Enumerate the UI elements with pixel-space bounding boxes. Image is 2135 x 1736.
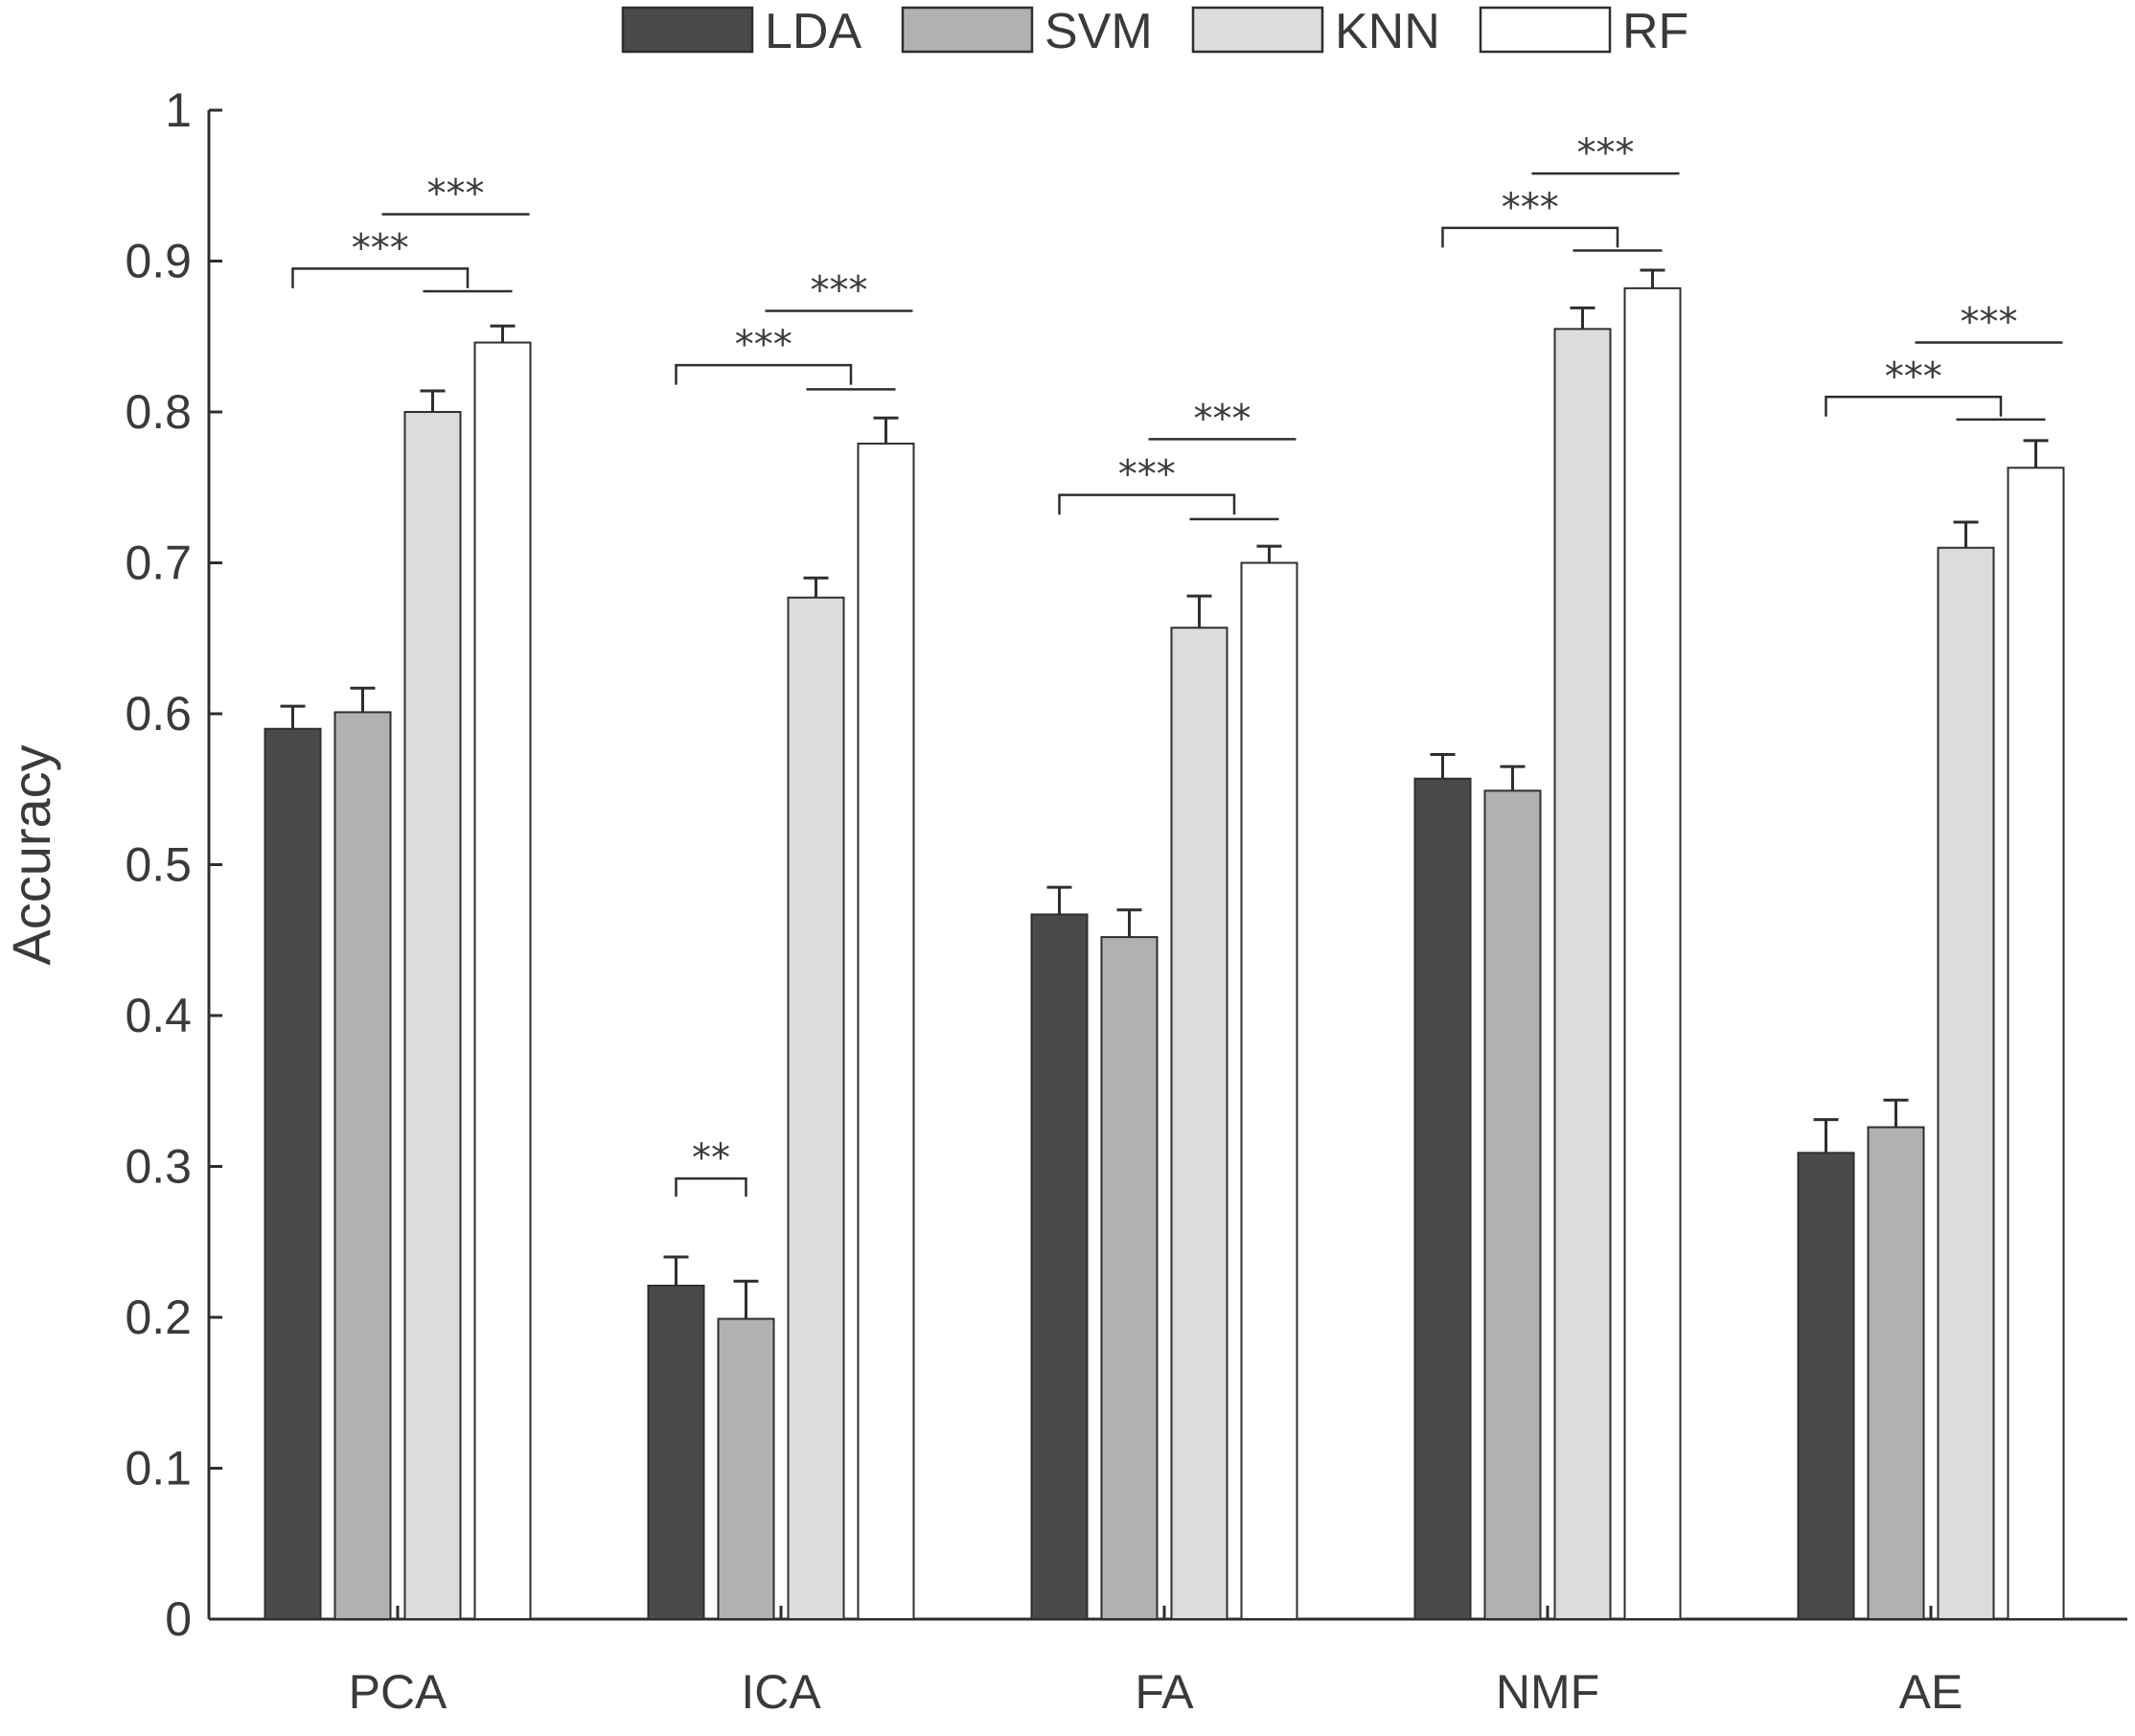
x-tick-label: NMF xyxy=(1496,1665,1599,1719)
y-tick-label: 0.4 xyxy=(125,989,192,1042)
legend-label-svm: SVM xyxy=(1045,4,1153,59)
bars xyxy=(264,268,2065,1621)
y-tick-label: 0.9 xyxy=(125,235,192,288)
y-tick-label: 0.8 xyxy=(125,385,192,439)
bar-svm-ica xyxy=(717,1317,775,1620)
bar-lda-fa xyxy=(1030,913,1089,1620)
y-tick-label: 1 xyxy=(165,83,192,137)
y-tick-label: 0.7 xyxy=(125,537,192,590)
significance-label: *** xyxy=(1577,131,1635,175)
significance-label: *** xyxy=(735,323,792,367)
y-tick-label: 0.5 xyxy=(125,838,192,892)
y-tick-label: 0.2 xyxy=(125,1291,192,1344)
bar-rf-fa xyxy=(1240,561,1298,1620)
y-tick-label: 0.6 xyxy=(125,687,192,741)
significance-bracket xyxy=(675,1176,747,1197)
significance-label: *** xyxy=(1194,397,1251,441)
significance-label: *** xyxy=(1502,186,1559,230)
legend-label-knn: KNN xyxy=(1335,4,1440,59)
significance-label: ** xyxy=(692,1136,730,1180)
significance-label: *** xyxy=(811,268,868,312)
significance-bracket xyxy=(1441,226,1619,248)
bar-lda-ica xyxy=(647,1284,705,1621)
x-tick-label: ICA xyxy=(741,1665,821,1719)
significance-bracket xyxy=(675,363,853,385)
bar-knn-ica xyxy=(787,596,845,1620)
bar-svm-ae xyxy=(1867,1126,1925,1621)
bar-knn-pca xyxy=(403,411,462,1620)
significance-label: *** xyxy=(1961,301,2018,345)
legend-swatch-svm xyxy=(901,6,1034,54)
significance-annotations: ******************************** xyxy=(291,131,2063,1197)
significance-bracket xyxy=(1825,396,2003,417)
bar-rf-ae xyxy=(2007,467,2065,1620)
legend-swatch-knn xyxy=(1191,6,1324,54)
bar-svm-fa xyxy=(1100,936,1159,1620)
significance-label: *** xyxy=(427,172,485,217)
legend-swatch-lda xyxy=(621,6,754,54)
bar-lda-nmf xyxy=(1413,777,1472,1620)
bar-svm-pca xyxy=(333,711,392,1620)
y-tick-label: 0.3 xyxy=(125,1140,192,1194)
bar-rf-nmf xyxy=(1623,286,1682,1621)
legend-swatch-rf xyxy=(1479,6,1612,54)
legend-label-lda: LDA xyxy=(765,4,861,59)
bar-lda-pca xyxy=(264,727,322,1620)
significance-bracket xyxy=(1058,493,1236,515)
bar-svm-nmf xyxy=(1483,789,1542,1620)
axes: 0 0.1 0.2 0.3 0.4 0.5 0.6 0.7 0.8 0.9 1 Accuracy PCA… xyxy=(1,83,2127,1719)
y-tick-label: 0 xyxy=(165,1592,192,1646)
x-tick-label: FA xyxy=(1135,1665,1194,1719)
y-axis-title: Accuracy xyxy=(1,744,61,965)
bar-knn-ae xyxy=(1937,546,1995,1620)
bar-lda-ae xyxy=(1797,1152,1855,1620)
significance-label: *** xyxy=(1118,453,1176,497)
bar-knn-fa xyxy=(1170,627,1228,1620)
legend-label-rf: RF xyxy=(1622,4,1688,59)
x-tick-label: AE xyxy=(1899,1665,1963,1719)
bar-knn-nmf xyxy=(1553,328,1612,1620)
bar-rf-pca xyxy=(473,341,532,1620)
y-tick-label: 0.1 xyxy=(125,1442,192,1496)
significance-label: *** xyxy=(352,226,409,270)
x-tick-label: PCA xyxy=(349,1665,448,1719)
significance-bracket xyxy=(291,267,470,288)
bar-rf-ica xyxy=(857,443,915,1621)
significance-label: *** xyxy=(1885,354,1942,399)
legend: LDA SVM KNN RF xyxy=(621,4,1688,59)
